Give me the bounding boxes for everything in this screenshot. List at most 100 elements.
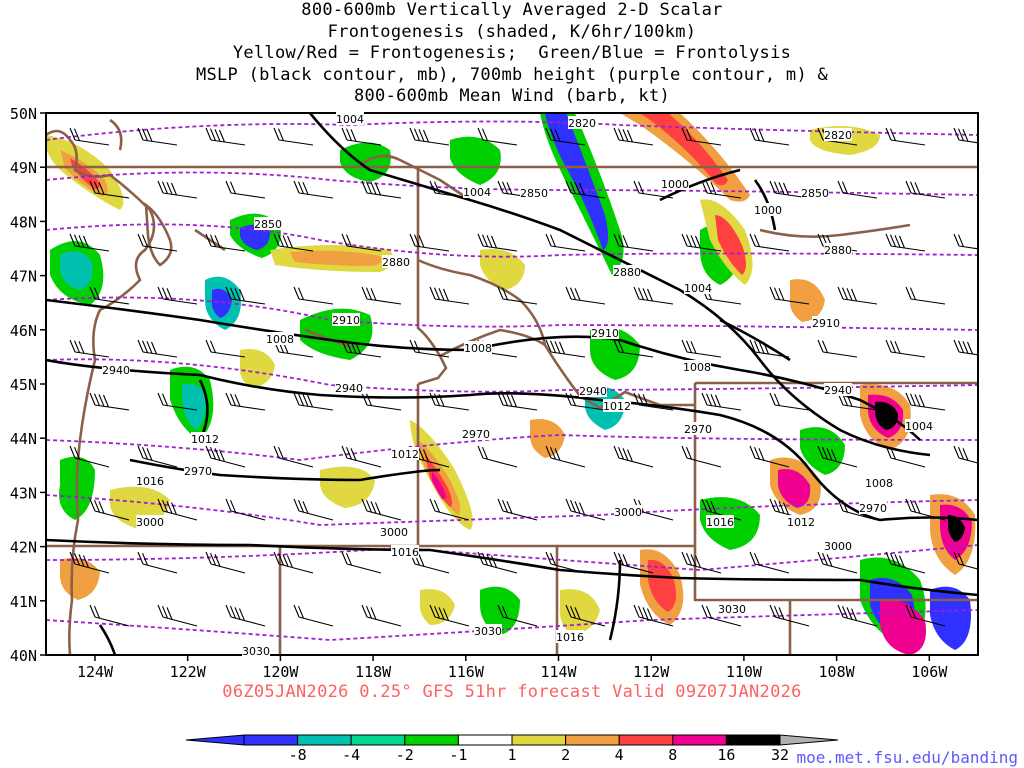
wind-barb <box>409 127 450 146</box>
height-label: 2910 <box>812 317 840 330</box>
mslp-label-bg <box>787 515 815 528</box>
wind-barb <box>137 339 178 358</box>
mslp-label-bg <box>661 177 689 190</box>
frontogenesis-area <box>778 469 811 508</box>
mslp-label: 1004 <box>684 282 712 295</box>
wind-barb <box>225 604 266 627</box>
height-label-bg <box>462 427 490 440</box>
height-label: 2910 <box>332 314 360 327</box>
mslp-label-bg <box>603 399 631 412</box>
wind-barb <box>905 286 946 305</box>
wind-barb <box>497 286 538 305</box>
wind-barb <box>749 233 790 252</box>
wind-barb <box>273 551 314 574</box>
wind-barb <box>817 445 858 468</box>
height-label-bg <box>718 602 746 615</box>
height-label: 3000 <box>824 540 852 553</box>
title-line-1: 800-600mb Vertically Averaged 2-D Scalar <box>301 0 723 20</box>
wind-barb <box>953 233 978 250</box>
frontolysis-area <box>450 136 501 185</box>
wind-barb <box>613 127 654 146</box>
wind-barb <box>565 604 606 627</box>
wind-barb <box>565 286 606 305</box>
mslp-label: 1000 <box>754 204 782 217</box>
height-label: 3030 <box>718 603 746 616</box>
height-label: 2940 <box>579 385 607 398</box>
height-label: 2880 <box>613 266 641 279</box>
wind-barb <box>497 180 538 199</box>
wind-barbs <box>69 127 978 627</box>
lat-label: 45N <box>10 376 37 394</box>
lon-label: 118W <box>355 663 392 681</box>
mslp-label: 1008 <box>683 361 711 374</box>
wind-barb <box>545 339 586 358</box>
wind-barb <box>633 180 674 199</box>
wind-barb <box>497 392 538 411</box>
height-label-bg <box>568 116 596 129</box>
mslp-label: 1000 <box>661 178 689 191</box>
wind-barb <box>361 604 402 627</box>
wind-barb <box>361 392 402 411</box>
lat-label: 43N <box>10 484 37 502</box>
axis-labels: 50N 49N 48N 47N 46N 45N 44N 43N 42N 41N 40N 124W 122… <box>10 105 948 681</box>
height-label-bg <box>824 539 852 552</box>
mslp-label-bg <box>266 332 294 345</box>
wind-barb <box>953 127 978 144</box>
height-label: 2880 <box>824 244 852 257</box>
height-label-bg <box>184 464 212 477</box>
mslp-label: 1008 <box>266 333 294 346</box>
lat-label: 49N <box>10 159 37 177</box>
title-line-5: 800-600mb Mean Wind (barb, kt) <box>353 86 671 106</box>
wind-barb <box>545 127 586 146</box>
wind-barb <box>69 127 110 146</box>
height-label: 2910 <box>591 327 619 340</box>
height-label-bg <box>812 316 840 329</box>
wind-barb <box>749 445 790 468</box>
frontogenesis-area <box>480 249 525 290</box>
mslp-label-bg <box>706 515 734 528</box>
wind-barb <box>293 498 334 521</box>
wind-barb <box>409 339 450 358</box>
wind-barb <box>361 286 402 305</box>
wind-barb <box>69 445 110 468</box>
wind-barb <box>769 392 810 411</box>
wind-barb <box>953 339 978 356</box>
wind-barb <box>613 339 654 358</box>
wind-barb <box>429 286 470 305</box>
lat-label: 48N <box>10 213 37 231</box>
mslp-label-bg <box>683 360 711 373</box>
height-label-bg <box>520 186 548 199</box>
forecast-valid-time: 06Z05JAN2026 0.25° GFS 51hr forecast Val… <box>222 682 802 702</box>
height-label-bg <box>579 384 607 397</box>
wind-barb <box>613 233 654 252</box>
wind-barb <box>293 604 334 627</box>
mslp-label-bg <box>754 203 782 216</box>
wind-barb <box>701 604 742 627</box>
frontolysis-area <box>590 327 640 380</box>
height-label: 2970 <box>684 423 712 436</box>
mslp-label: 1008 <box>464 342 492 355</box>
wind-barb <box>817 339 858 358</box>
wind-barb <box>545 233 586 252</box>
wind-barb <box>817 551 858 574</box>
frontolysis-area <box>800 427 845 475</box>
frontolysis-area <box>60 251 93 290</box>
wind-barb <box>837 498 878 521</box>
wind-barb <box>749 127 790 146</box>
wind-barb <box>69 233 110 252</box>
wind-barb <box>701 180 742 199</box>
lon-label: 108W <box>819 663 856 681</box>
height-label-bg <box>380 525 408 538</box>
lat-label: 40N <box>10 647 37 665</box>
height-label-bg <box>684 422 712 435</box>
height-contours <box>46 120 978 641</box>
lat-label: 44N <box>10 430 37 448</box>
frontolysis-area <box>182 383 206 430</box>
mslp-label: 1016 <box>391 546 419 559</box>
height-label: 2880 <box>382 256 410 269</box>
lon-label: 124W <box>77 663 114 681</box>
wind-barb <box>89 286 130 305</box>
wind-barb <box>205 551 246 574</box>
lon-label: 120W <box>262 663 299 681</box>
wind-barb <box>293 180 334 199</box>
